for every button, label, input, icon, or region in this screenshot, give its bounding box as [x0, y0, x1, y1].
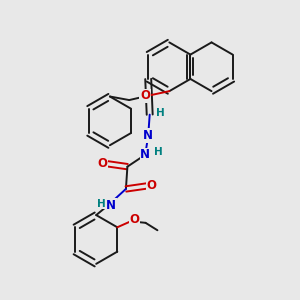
- Text: O: O: [97, 157, 107, 170]
- Text: O: O: [129, 213, 139, 226]
- Text: N: N: [140, 148, 150, 161]
- Text: H: H: [97, 199, 106, 209]
- Text: H: H: [156, 108, 164, 118]
- Text: N: N: [106, 199, 116, 212]
- Text: N: N: [143, 129, 153, 142]
- Text: O: O: [140, 89, 150, 102]
- Text: O: O: [146, 179, 156, 193]
- Text: H: H: [154, 147, 163, 158]
